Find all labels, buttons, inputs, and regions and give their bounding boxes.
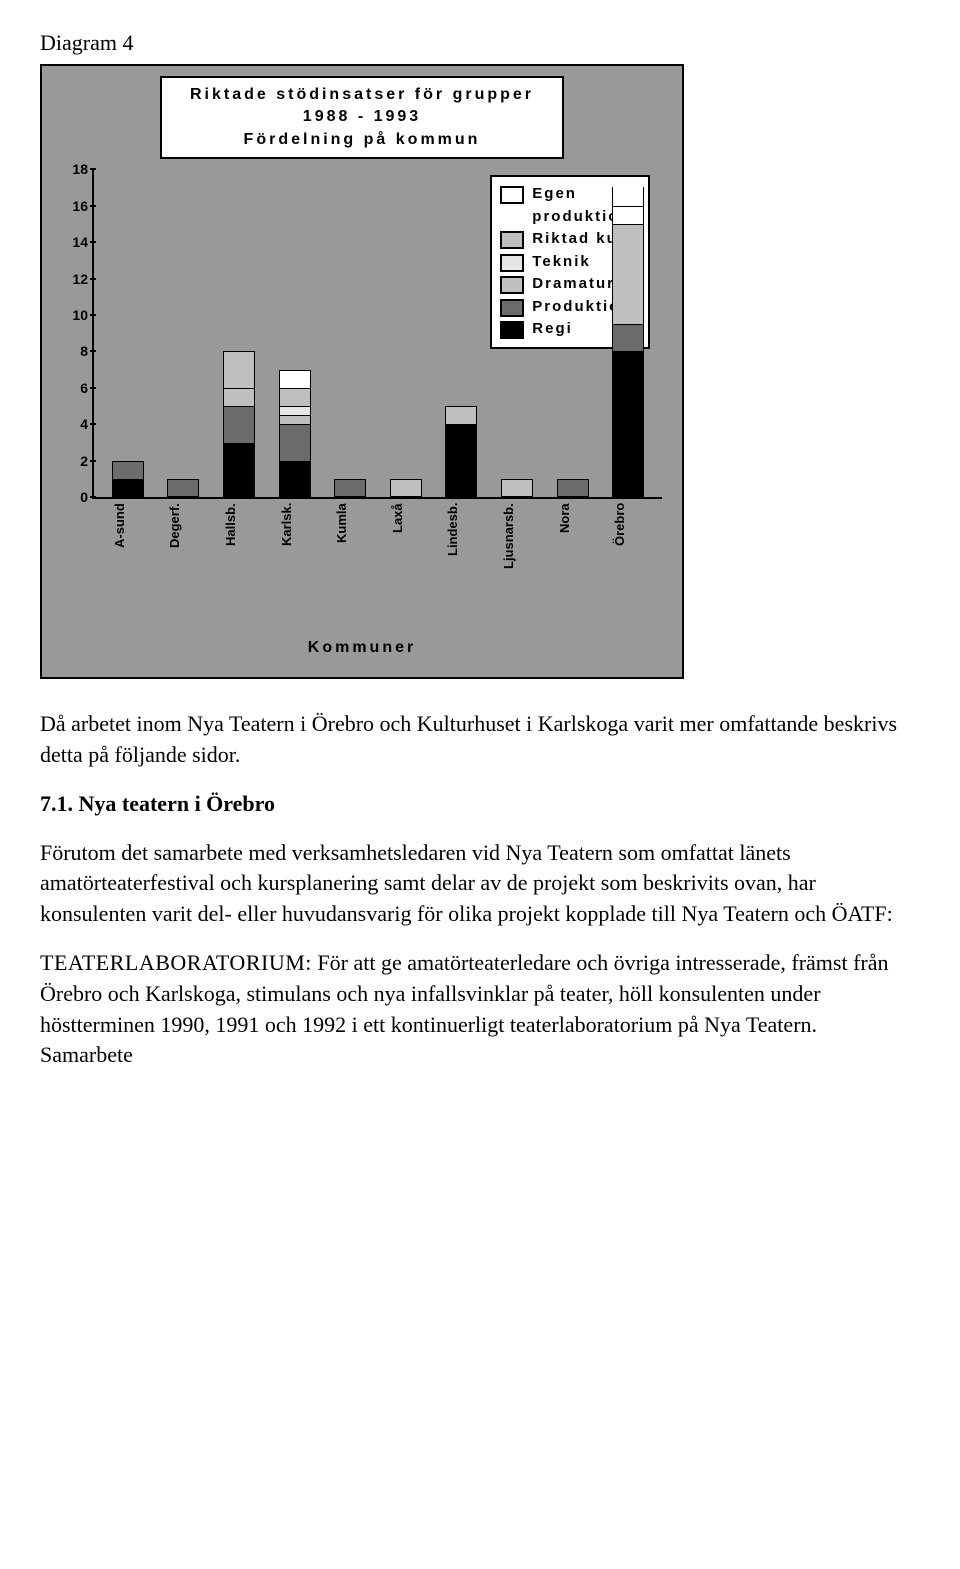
- y-tick-label: 10: [72, 307, 88, 323]
- x-axis-line: [92, 497, 662, 499]
- x-category-label: Örebro: [612, 503, 644, 603]
- bar-segment: [445, 406, 477, 424]
- y-tick-label: 16: [72, 198, 88, 214]
- chart-area: Riktade stödinsatser för grupper1988 - 1…: [42, 66, 682, 677]
- bar-stack: [279, 370, 311, 498]
- section-title: Nya teatern i Örebro: [79, 791, 276, 816]
- y-tick-label: 6: [80, 380, 88, 396]
- x-category-label: Lindesb.: [445, 503, 477, 603]
- bar-segment: [390, 479, 422, 497]
- body-text: Då arbetet inom Nya Teatern i Örebro och…: [40, 709, 900, 1071]
- x-category-label: Laxå: [390, 503, 422, 603]
- bar-stack: [390, 479, 422, 497]
- bars-area: [94, 169, 662, 497]
- y-axis: 024681012141618: [62, 169, 92, 499]
- bar-segment: [223, 388, 255, 406]
- bar-segment: [612, 324, 644, 351]
- y-tick-label: 2: [80, 453, 88, 469]
- x-category-label: Hallsb.: [223, 503, 255, 603]
- bar-segment: [612, 224, 644, 324]
- bar-stack: [167, 479, 199, 497]
- bar-segment: [223, 351, 255, 387]
- bar-stack: [334, 479, 366, 497]
- bar-segment: [223, 406, 255, 442]
- bar-segment: [279, 370, 311, 388]
- x-labels: A-sund Degerf. Hallsb. Karlsk. Kumla Laxå Lind…: [94, 503, 662, 603]
- section-number: 7.1.: [40, 791, 73, 816]
- bar-segment: [279, 461, 311, 497]
- x-axis-title: Kommuner: [62, 639, 662, 657]
- x-category-label: A-sund: [112, 503, 144, 603]
- y-tick-label: 0: [80, 489, 88, 505]
- bar-segment: [279, 424, 311, 460]
- x-category-label: Ljusnarsb.: [501, 503, 533, 603]
- bar-segment: [612, 351, 644, 497]
- section-heading: 7.1. Nya teatern i Örebro: [40, 789, 900, 820]
- bar-segment: [445, 424, 477, 497]
- bar-segment: [334, 479, 366, 497]
- bar-segment: [501, 479, 533, 497]
- bar-segment: [612, 206, 644, 224]
- bar-segment: [279, 406, 311, 415]
- paragraph-2: TEATERLABORATORIUM: För att ge amatörtea…: [40, 948, 900, 1071]
- y-tick-label: 18: [72, 161, 88, 177]
- x-category-label: Kumla: [334, 503, 366, 603]
- paragraph-1: Förutom det samarbete med verksamhetsled…: [40, 838, 900, 930]
- bar-segment: [279, 388, 311, 406]
- bar-segment: [279, 415, 311, 424]
- bar-segment: [167, 479, 199, 497]
- bar-stack: [223, 351, 255, 497]
- chart-title: Riktade stödinsatser för grupper1988 - 1…: [160, 76, 564, 159]
- bar-segment: [557, 479, 589, 497]
- bar-segment: [112, 461, 144, 479]
- bar-segment-overflow: [612, 187, 644, 205]
- diagram-label: Diagram 4: [40, 30, 920, 56]
- y-tick-label: 8: [80, 343, 88, 359]
- y-tick-label: 4: [80, 416, 88, 432]
- bar-segment: [223, 443, 255, 498]
- x-category-label: Degerf.: [167, 503, 199, 603]
- y-tick-label: 14: [72, 234, 88, 250]
- x-category-label: Nora: [557, 503, 589, 603]
- chart-plot: 024681012141618 Egen produktionRiktad ku…: [92, 169, 662, 529]
- chart-frame: Riktade stödinsatser för grupper1988 - 1…: [40, 64, 684, 679]
- bar-stack: [612, 187, 644, 497]
- y-tick-label: 12: [72, 271, 88, 287]
- bar-stack: [445, 406, 477, 497]
- x-category-label: Karlsk.: [279, 503, 311, 603]
- paragraph-2-label: TEATERLABORATORIUM:: [40, 950, 312, 975]
- intro-paragraph: Då arbetet inom Nya Teatern i Örebro och…: [40, 709, 900, 771]
- bar-segment: [112, 479, 144, 497]
- bar-stack: [557, 479, 589, 497]
- bar-stack: [112, 461, 144, 497]
- bar-stack: [501, 479, 533, 497]
